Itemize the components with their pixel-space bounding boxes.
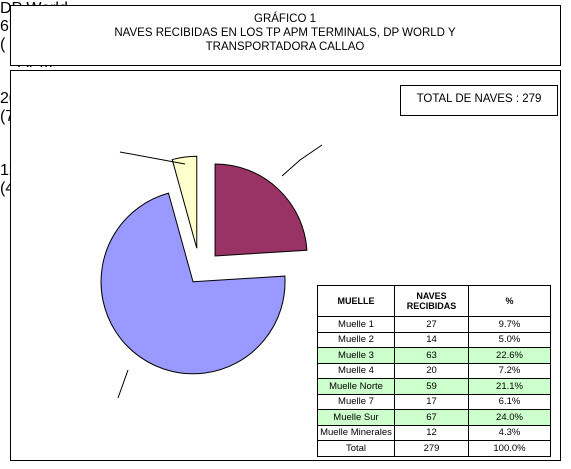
table-row: Muelle Norte 59 21.1% xyxy=(317,378,551,395)
table-cell: 27 xyxy=(394,316,469,333)
table-cell: Muelle 2 xyxy=(317,331,395,348)
table-cell: Muelle 3 xyxy=(317,347,395,364)
table-cell: 24.0% xyxy=(468,409,551,426)
table-cell: 6.1% xyxy=(468,393,551,410)
header-box xyxy=(10,5,561,66)
header-label: GRÁFICO 1 xyxy=(254,13,316,25)
table-row: Muelle 4 20 7.2% xyxy=(317,362,551,379)
leader-line xyxy=(119,151,186,165)
table-cell: 59 xyxy=(394,378,469,395)
table-cell: Muelle 4 xyxy=(317,362,395,379)
table-cell: 17 xyxy=(394,393,469,410)
table-cell: 7.2% xyxy=(468,362,551,379)
table-cell: Muelle 7 xyxy=(317,393,395,410)
table-cell: 12 xyxy=(394,424,469,441)
table-cell: Muelle Norte xyxy=(317,378,395,395)
table-row: Muelle Sur 67 24.0% xyxy=(317,409,551,426)
table-row: Muelle Minerales 12 4.3% xyxy=(317,424,551,441)
table-cell: Muelle Minerales xyxy=(317,424,395,441)
column-header: NAVES RECIBIDAS xyxy=(394,285,469,317)
table-cell: 20 xyxy=(394,362,469,379)
table-cell: Total xyxy=(317,440,395,457)
table-cell: 279 xyxy=(394,440,469,457)
table-cell: 100.0% xyxy=(468,440,551,457)
table-row: Muelle 2 14 5.0% xyxy=(317,331,551,348)
table-cell: 21.1% xyxy=(468,378,551,395)
table-row: Muelle 3 63 22.6% xyxy=(317,347,551,364)
table-header: MUELLE NAVES RECIBIDAS% xyxy=(317,285,551,317)
table-cell: 67 xyxy=(394,409,469,426)
table-row: Total 279 100.0% xyxy=(317,440,551,457)
column-header: % xyxy=(468,285,551,317)
table-row: Muelle 1 27 9.7% xyxy=(317,316,551,333)
data-table: MUELLE NAVES RECIBIDAS% Muelle 1 27 9.7% Muel… xyxy=(317,285,551,457)
pie-slice xyxy=(171,155,198,249)
total-box xyxy=(400,85,558,116)
table-cell: 63 xyxy=(394,347,469,364)
leader-line xyxy=(117,369,129,399)
table-cell: 4.3% xyxy=(468,424,551,441)
pie-slice xyxy=(100,192,286,375)
pie-slice xyxy=(214,163,308,257)
table-cell: 5.0% xyxy=(468,331,551,348)
column-header: MUELLE xyxy=(317,285,395,317)
header-title: NAVES RECIBIDAS EN LOS TP APM TERMINALS,… xyxy=(114,27,456,53)
table-cell: Muelle Sur xyxy=(317,409,395,426)
table-row: Muelle 7 17 6.1% xyxy=(317,393,551,410)
table-cell: Muelle 1 xyxy=(317,316,395,333)
annotation: TOTAL DE NAVES : 279 xyxy=(416,93,542,105)
table-cell: 9.7% xyxy=(468,316,551,333)
table-cell: 14 xyxy=(394,331,469,348)
leader-line xyxy=(281,144,323,177)
table-cell: 22.6% xyxy=(468,347,551,364)
